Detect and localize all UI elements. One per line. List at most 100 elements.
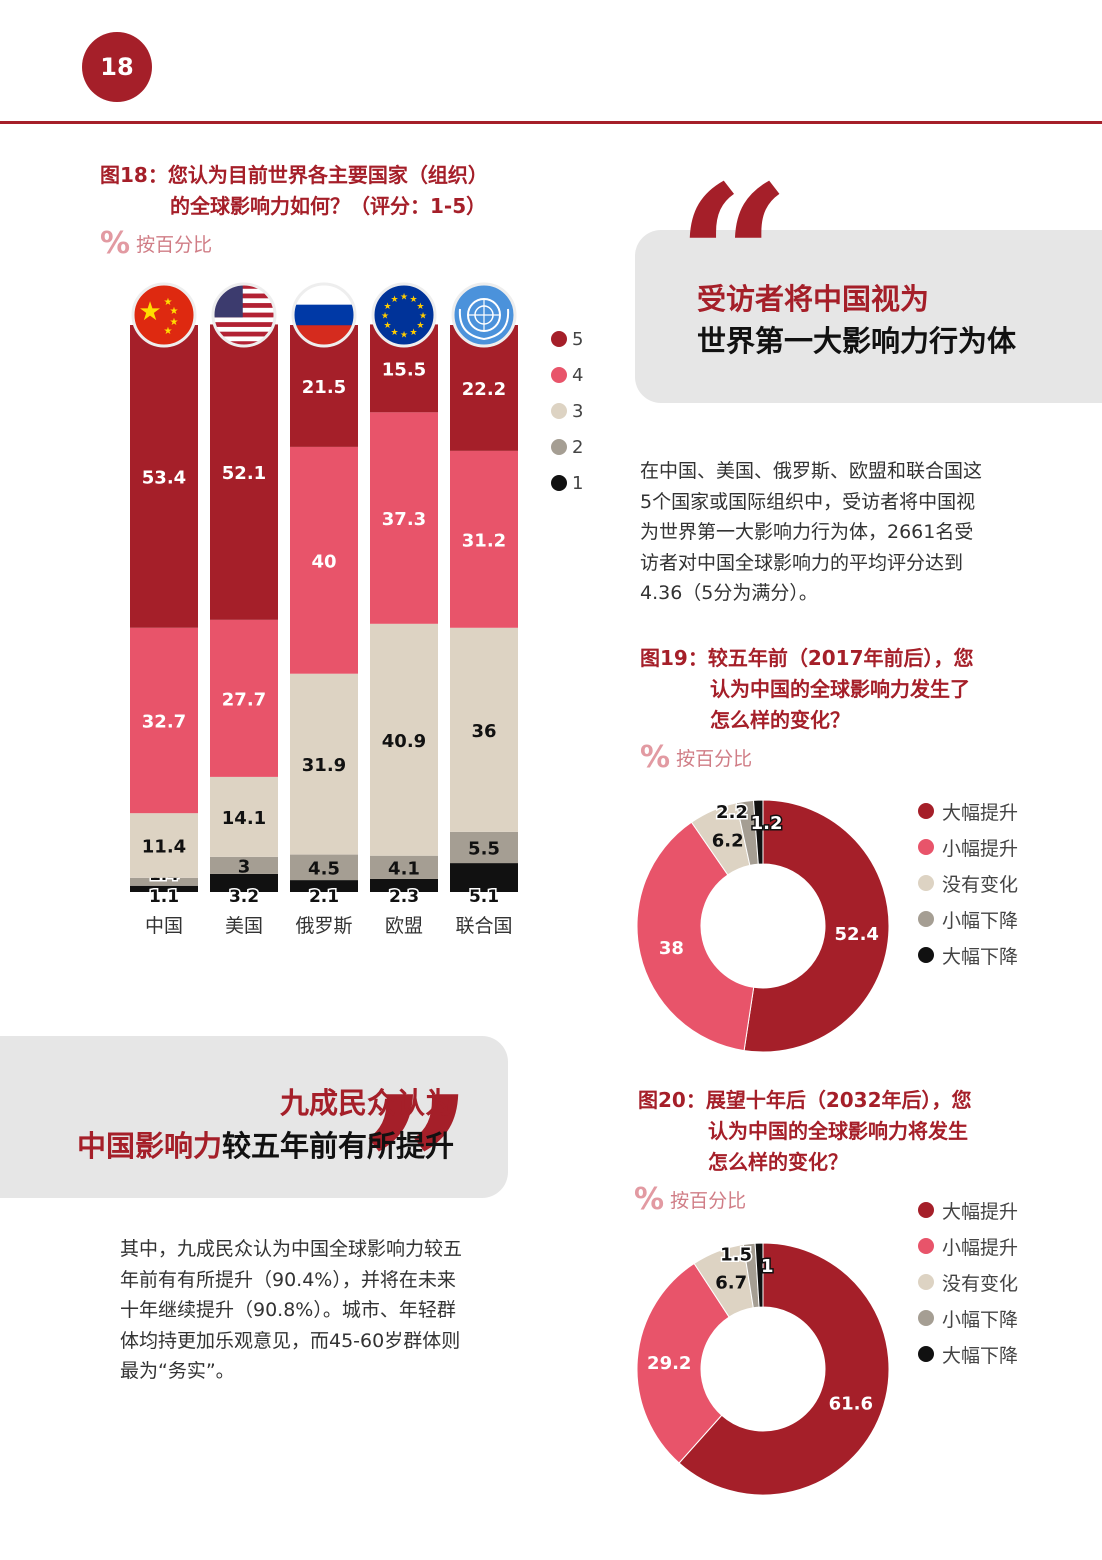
data-label: 2.2 [716, 802, 748, 823]
fig18-legend: 5 4 3 2 1 [551, 329, 583, 494]
flags-layer: ★ ★★★★★★★★★★★★★ ★ ★★ [131, 282, 517, 348]
donut-slice [636, 821, 755, 1052]
bar-segment-2 [370, 855, 438, 879]
legend-label: 小幅下降 [942, 909, 1019, 932]
data-label: 1.2 [751, 813, 783, 834]
fig20-title: 图20：展望十年后（2032年后），您 认为中国的全球影响力将发生 怎么样的变化… [638, 1085, 972, 1178]
svg-text:★: ★ [138, 297, 161, 327]
callout1-box [635, 230, 1102, 403]
bar-segment-3 [370, 623, 438, 856]
callout1-line2: 世界第一大影响力行为体 [697, 324, 1017, 358]
legend-swatch [551, 439, 567, 455]
legend-label: 大幅下降 [942, 1344, 1019, 1367]
paragraph2: 其中，九成民众认为中国全球影响力较五 年前有有所提升（90.4%），并将在未来 … [120, 1234, 520, 1387]
bar-segment-2 [450, 831, 518, 864]
bar-segment-2 [290, 854, 358, 881]
callout1-line1: 受访者将中国视为 [697, 282, 930, 316]
paragraph2-line: 年前有有所提升（90.4%），并将在未来 [120, 1268, 456, 1291]
paragraph1-line: 在中国、美国、俄罗斯、欧盟和联合国这 [640, 460, 983, 482]
donut-slice [678, 1242, 890, 1496]
svg-text:★: ★ [381, 312, 389, 322]
data-label: 31.9 [302, 755, 346, 776]
china-flag-icon: ★ ★★★★ [131, 282, 197, 348]
callout2-line2-red: 中国影响力 [76, 1129, 222, 1163]
fig19-title-line3: 怎么样的变化？ [710, 708, 850, 732]
callout2-line1: 九成民众认为 [279, 1086, 454, 1120]
legend-swatch [918, 839, 934, 855]
data-label: 29.2 [647, 1353, 691, 1374]
data-label: 6.2 [712, 831, 744, 852]
svg-text:★: ★ [409, 295, 417, 305]
data-label: 32.7 [142, 711, 186, 732]
legend-item: 小幅提升 [918, 829, 1018, 865]
data-label: 31.2 [462, 530, 506, 551]
paragraph1-line: 访者对中国全球影响力的平均评分达到 [640, 551, 964, 574]
legend-item: 小幅下降 [918, 1300, 1018, 1336]
legend-item: 大幅提升 [918, 793, 1018, 829]
fig18-title-line1: 图18：您认为目前世界各主要国家（组织） [100, 163, 488, 187]
data-label: 52.4 [835, 924, 879, 945]
data-label: 2.3 [389, 887, 419, 907]
bar-segment-4 [370, 412, 438, 624]
data-label: 11.4 [142, 837, 186, 858]
donut-slice [754, 1242, 764, 1308]
bar-segment-5 [210, 324, 278, 620]
data-label: 40 [311, 551, 336, 572]
fig19-unit: % 按百分比 [640, 740, 752, 775]
data-label: 53.4 [142, 467, 186, 488]
legend-item: 小幅下降 [918, 901, 1018, 937]
legend-swatch [551, 475, 567, 491]
category-label: 中国 [145, 915, 183, 937]
data-label: 38 [659, 938, 684, 959]
legend-label: 小幅提升 [942, 837, 1019, 860]
percent-icon: % [640, 740, 671, 775]
data-label: 14.1 [222, 808, 266, 829]
legend-swatch [918, 875, 934, 891]
svg-text:★: ★ [164, 326, 173, 337]
legend-swatch [918, 911, 934, 927]
legend-swatch [918, 1274, 934, 1290]
data-label: 5.5 [468, 838, 500, 859]
un-flag-icon [451, 282, 517, 348]
svg-text:★: ★ [390, 328, 398, 338]
paragraph1-line: 5个国家或国际组织中，受访者将中国视 [640, 490, 976, 513]
legend-label: 小幅提升 [942, 1236, 1019, 1259]
svg-text:★: ★ [170, 306, 179, 317]
callout2-box [0, 1036, 508, 1198]
russia-flag-icon [291, 282, 357, 348]
legend-label: 没有变化 [942, 1272, 1019, 1295]
legend-swatch [918, 803, 934, 819]
svg-text:★: ★ [416, 302, 424, 312]
bar-segment-1 [370, 878, 438, 892]
bar-segment-4 [450, 450, 518, 628]
fig20-legend: 大幅提升小幅提升没有变化小幅下降大幅下降 [918, 1192, 1018, 1372]
legend-item: 大幅提升 [918, 1192, 1018, 1228]
svg-text:★: ★ [400, 293, 408, 303]
data-label: 6.7 [715, 1272, 747, 1293]
fig18-stacked-bar-chart: 1.11.411.432.753.4中国3.2314.127.752.1美国2.… [130, 282, 583, 937]
legend-item: 小幅提升 [918, 1228, 1018, 1264]
fig19-legend: 大幅提升 小幅提升 没有变化 小幅下降 大幅下降 [918, 793, 1018, 973]
fig20-donut-chart: 61.6 29.2 6.7 1.5 1 [636, 1242, 890, 1496]
paragraph2-line: 十年继续提升（90.8%）。城市、年轻群 [120, 1299, 456, 1321]
data-label: 22.2 [462, 379, 506, 400]
fig20-title-line1: 图20：展望十年后（2032年后），您 [638, 1088, 972, 1112]
paragraph1: 在中国、美国、俄罗斯、欧盟和联合国这 5个国家或国际组织中，受访者将中国视 为世… [640, 456, 1080, 609]
eu-flag-icon: ★★★★★★★★★ ★ ★★ [371, 282, 437, 348]
bar-segment-3 [290, 673, 358, 855]
data-label: 27.7 [222, 689, 266, 710]
svg-text:★: ★ [416, 321, 424, 331]
legend-swatch [551, 331, 567, 347]
legend-label: 4 [572, 365, 583, 386]
data-label: 4.1 [388, 858, 420, 879]
percent-icon: % [100, 226, 131, 261]
bar-segment-3 [130, 813, 198, 878]
fig19-title-line2: 认为中国的全球影响力发生了 [710, 677, 970, 701]
category-label: 联合国 [455, 915, 512, 937]
category-label: 美国 [225, 915, 263, 937]
legend-item: 没有变化 [918, 1264, 1018, 1300]
bar-segment-1 [290, 880, 358, 892]
fig18-title-line2: 的全球影响力如何？（评分：1-5） [170, 194, 487, 218]
bar-segment-1 [130, 885, 198, 892]
paragraph2-line: 体均持更加乐观意见，而45-60岁群体则 [120, 1329, 461, 1352]
